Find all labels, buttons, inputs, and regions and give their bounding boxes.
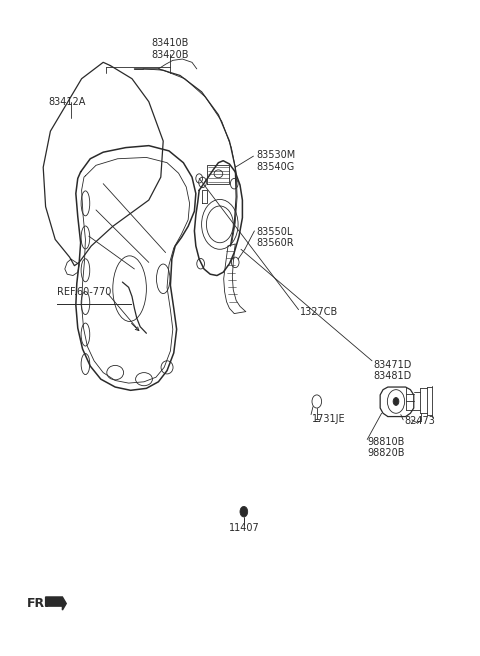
Text: 83412A: 83412A [48, 96, 85, 107]
Circle shape [240, 506, 248, 517]
Text: 1731JE: 1731JE [312, 413, 346, 424]
Text: 83530M
83540G: 83530M 83540G [257, 150, 296, 171]
Text: 83550L
83560R: 83550L 83560R [257, 227, 294, 248]
Text: 83410B
83420B: 83410B 83420B [152, 39, 189, 60]
Text: 82473: 82473 [404, 416, 435, 426]
Text: REF.60-770: REF.60-770 [57, 287, 111, 297]
Text: 11407: 11407 [228, 523, 259, 533]
Text: FR.: FR. [26, 597, 49, 610]
Text: 83471D
83481D: 83471D 83481D [373, 360, 412, 381]
Polygon shape [46, 597, 66, 610]
Text: 98810B
98820B: 98810B 98820B [367, 437, 405, 458]
Text: 1327CB: 1327CB [300, 306, 338, 317]
Circle shape [393, 398, 399, 405]
